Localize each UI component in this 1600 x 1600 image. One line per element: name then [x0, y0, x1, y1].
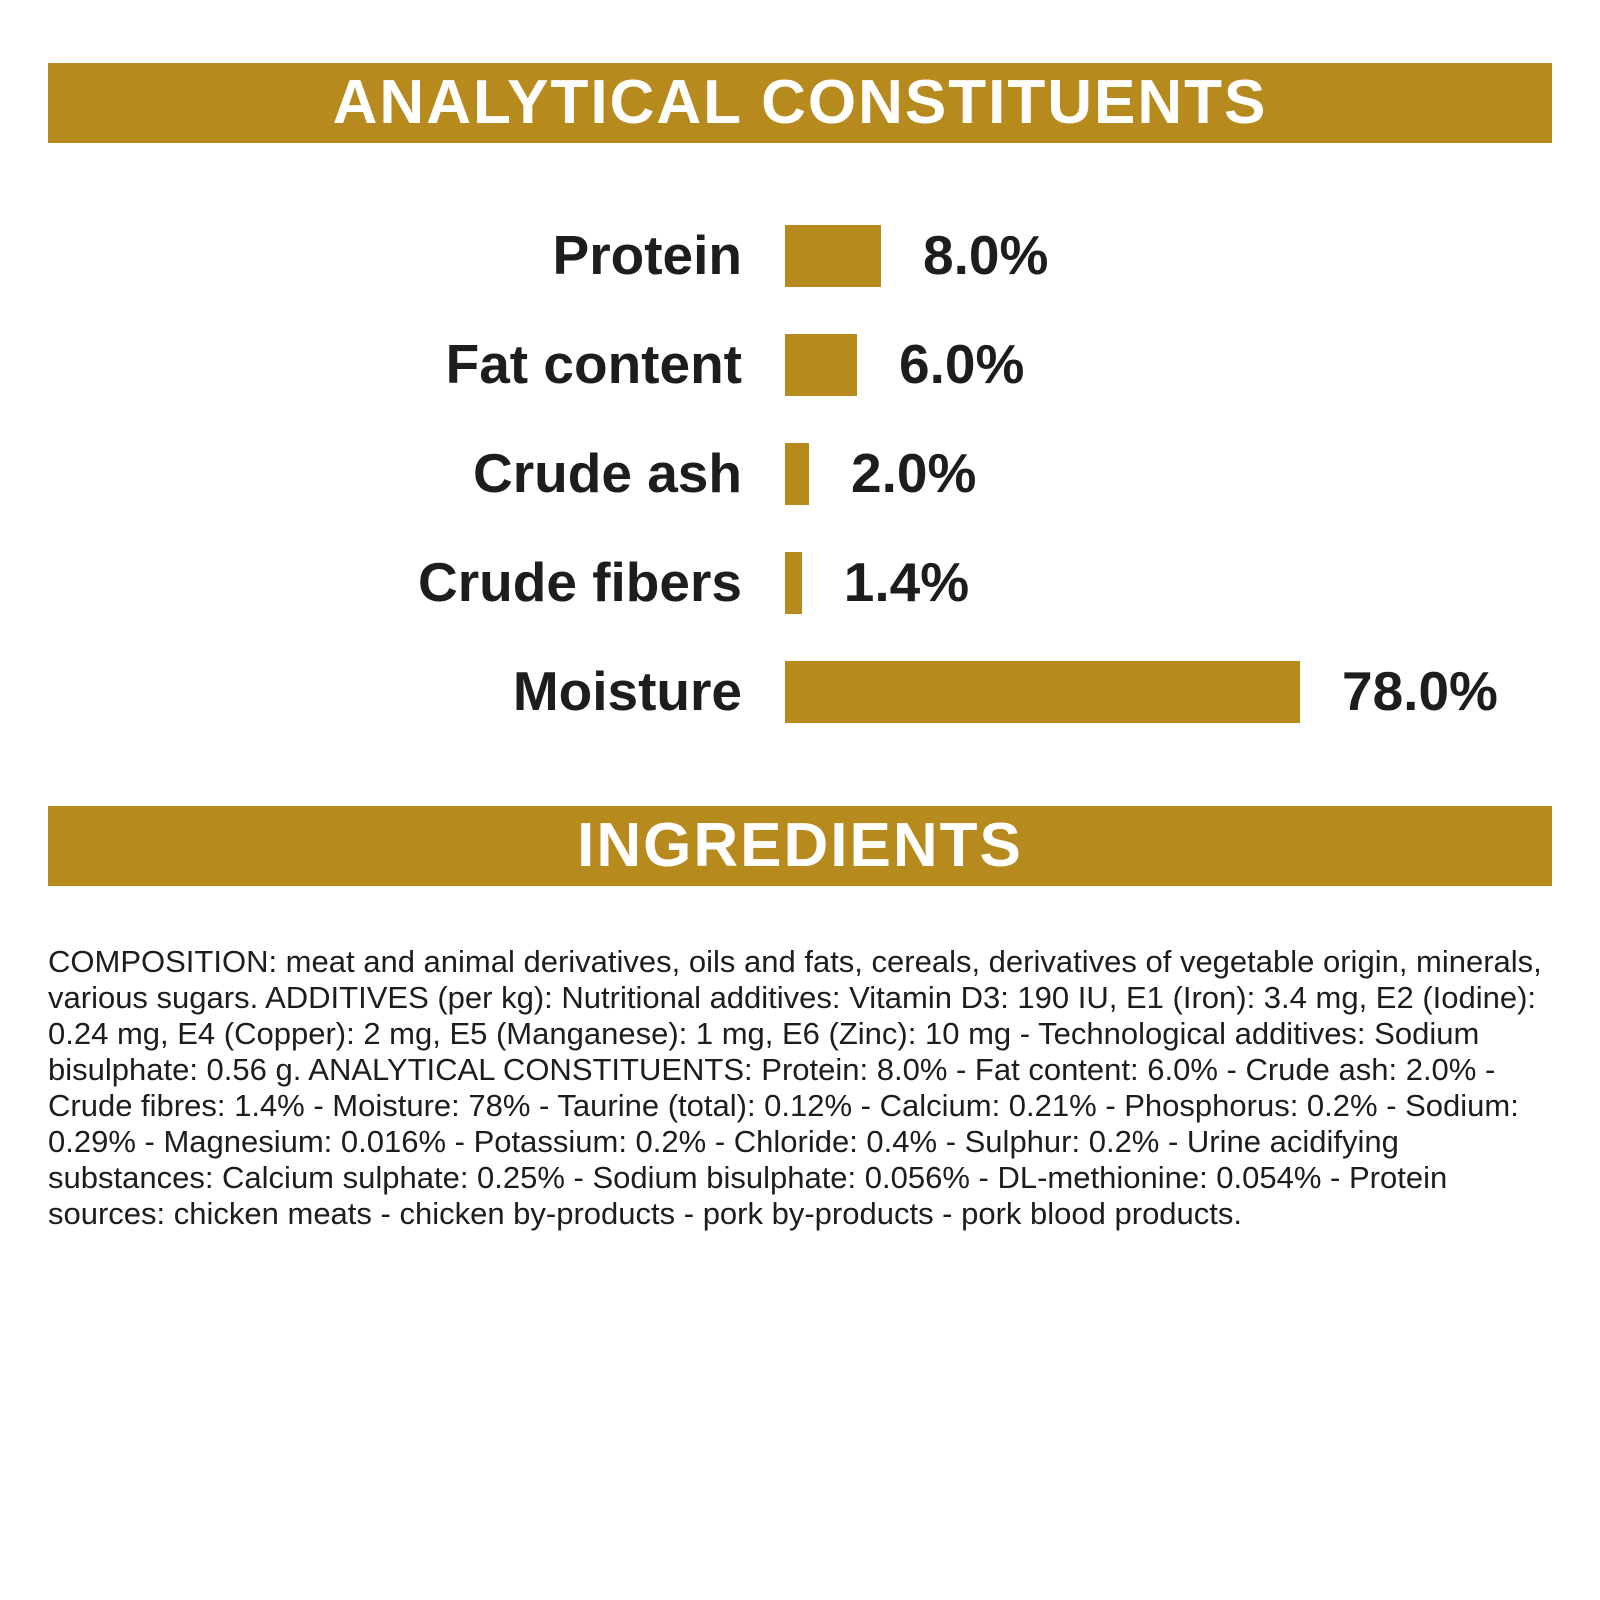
chart-bar-area: 2.0% [785, 442, 1552, 505]
chart-bar-area: 6.0% [785, 333, 1552, 396]
chart-bar [785, 224, 881, 287]
chart-bar-area: 1.4% [785, 551, 1552, 614]
chart-bar [785, 660, 1300, 723]
chart-value-label: 8.0% [923, 224, 1049, 286]
ingredients-title: INGREDIENTS [577, 811, 1023, 880]
chart-row: Crude ash 2.0% [48, 419, 1552, 528]
chart-row: Moisture 78.0% [48, 637, 1552, 746]
chart-value-label: 6.0% [899, 333, 1025, 395]
chart-row: Fat content 6.0% [48, 310, 1552, 419]
chart-value-label: 78.0% [1342, 660, 1498, 722]
chart-bar [785, 442, 809, 505]
analytical-constituents-header: ANALYTICAL CONSTITUENTS [48, 63, 1552, 143]
chart-category-label: Crude ash [473, 442, 742, 504]
chart-bar [785, 551, 802, 614]
chart-category-label: Fat content [445, 333, 742, 395]
chart-category-label: Protein [552, 224, 742, 286]
chart-category-label: Moisture [512, 660, 742, 722]
chart-bar-area: 8.0% [785, 224, 1552, 287]
chart-bar [785, 333, 857, 396]
chart-category-label: Crude fibers [418, 551, 742, 613]
constituents-bar-chart: Protein 8.0% Fat content 6.0% Crude ash … [48, 201, 1552, 746]
chart-bar-area: 78.0% [785, 660, 1552, 723]
chart-value-label: 2.0% [851, 442, 977, 504]
analytical-constituents-title: ANALYTICAL CONSTITUENTS [332, 68, 1268, 137]
composition-text: COMPOSITION: meat and animal derivatives… [48, 944, 1542, 1231]
chart-row: Crude fibers 1.4% [48, 528, 1552, 637]
chart-row: Protein 8.0% [48, 201, 1552, 310]
chart-value-label: 1.4% [843, 551, 970, 613]
ingredients-header: INGREDIENTS [48, 806, 1552, 886]
